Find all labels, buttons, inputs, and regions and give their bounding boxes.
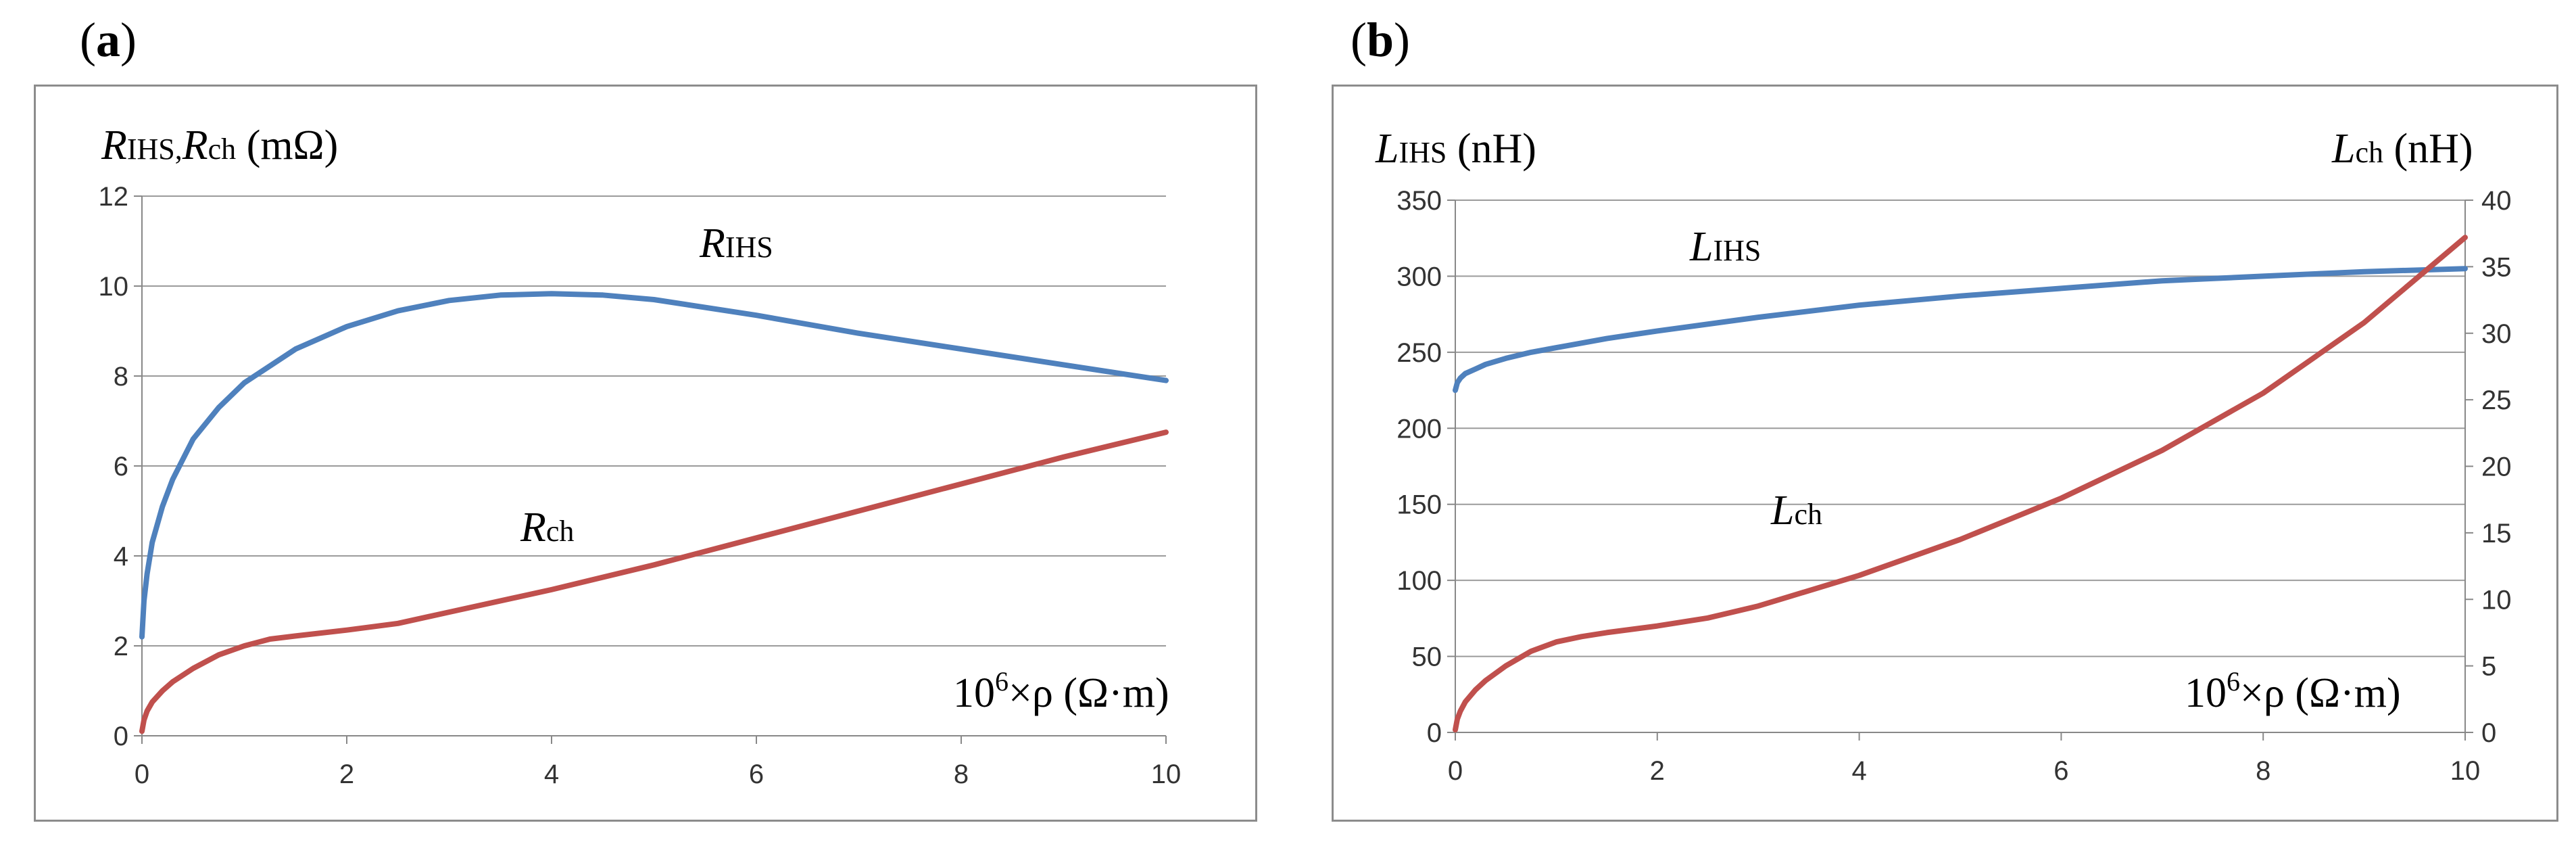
chart-b-y-right-tick-label: 20 [2481, 452, 2512, 482]
chart-a-x-tick-label: 4 [544, 759, 559, 789]
chart-b-y-tick-label: 350 [1396, 186, 1442, 216]
chart-a-y-tick-label: 10 [99, 272, 129, 302]
chart-b-y-tick-label: 250 [1396, 338, 1442, 368]
chart-b-y-right-tick-label: 10 [2481, 585, 2512, 615]
x-axis-title-b: 106×ρ (Ω·m) [2185, 666, 2401, 716]
chart-a-x-tick-label: 10 [1151, 759, 1182, 789]
chart-b-y-right-tick-label: 40 [2481, 186, 2512, 216]
chart-b-x-tick-label: 10 [2450, 756, 2481, 786]
y-axis-title-b-right: Lch (nH) [2331, 126, 2473, 172]
chart-b-y-right-tick-label: 0 [2481, 718, 2496, 748]
panel-label-a: (a) [80, 13, 137, 67]
chart-b-x-tick-label: 0 [1448, 756, 1463, 786]
series-label-r-ch: Rch [520, 505, 574, 550]
chart-a-y-tick-label: 12 [99, 182, 129, 212]
chart-b-y-right-tick-label: 35 [2481, 252, 2512, 282]
x-axis-title-a: 106×ρ (Ω·m) [953, 666, 1169, 716]
chart-frame-b [1332, 85, 2558, 822]
chart-b-x-tick-label: 2 [1650, 756, 1665, 786]
chart-b-x-tick-label: 8 [2256, 756, 2270, 786]
y-axis-title-b-left: LIHS (nH) [1375, 126, 1536, 172]
chart-b-y-right-tick-label: 15 [2481, 519, 2512, 548]
chart-frame-a [34, 85, 1257, 822]
chart-b-y-right-tick-label: 25 [2481, 385, 2512, 415]
chart-b-y-right-tick-label: 5 [2481, 652, 2496, 682]
chart-a-y-tick-label: 8 [114, 362, 128, 392]
chart-b-y-tick-label: 0 [1427, 718, 1442, 748]
y-axis-title-a: RIHS,Rch (mΩ) [101, 122, 338, 168]
chart-a-series-line-r-ihs [139, 291, 1169, 640]
chart-a-series-line-r-ch [139, 429, 1169, 734]
chart-b-series-line-l-ihs [1453, 266, 2468, 394]
chart-a-y-tick-label: 0 [114, 722, 128, 751]
chart-a-y-tick-label: 6 [114, 452, 128, 482]
chart-b-x-tick-label: 4 [1851, 756, 1866, 786]
chart-a-x-tick-label: 8 [954, 759, 969, 789]
chart-a: 0 2 4 6 8 10 12 0 2 4 6 8 10 [99, 182, 1182, 789]
chart-a-y-tick-label: 2 [114, 632, 128, 661]
chart-b-y-tick-label: 150 [1396, 490, 1442, 520]
chart-b-series-line-l-ch [1453, 235, 2468, 733]
chart-a-y-tick-label: 4 [114, 542, 128, 571]
chart-b-y-tick-label: 50 [1412, 642, 1442, 672]
chart-b: 0 50 100 150 200 250 300 350 0 5 10 15 20 25 30 35 40 0 2 4… [1396, 186, 2511, 786]
chart-b-y-tick-label: 300 [1396, 262, 1442, 291]
chart-a-x-tick-label: 0 [135, 759, 149, 789]
series-label-l-ihs: LIHS [1689, 224, 1761, 270]
series-label-r-ihs: RIHS [699, 220, 773, 266]
chart-a-x-tick-label: 2 [339, 759, 354, 789]
panel-label-b: (b) [1351, 13, 1411, 67]
chart-a-x-tick-label: 6 [749, 759, 764, 789]
chart-b-y-right-tick-label: 30 [2481, 319, 2512, 349]
series-label-l-ch: Lch [1770, 488, 1822, 534]
chart-b-x-tick-label: 6 [2053, 756, 2068, 786]
chart-b-y-tick-label: 200 [1396, 414, 1442, 444]
chart-b-y-tick-label: 100 [1396, 566, 1442, 596]
